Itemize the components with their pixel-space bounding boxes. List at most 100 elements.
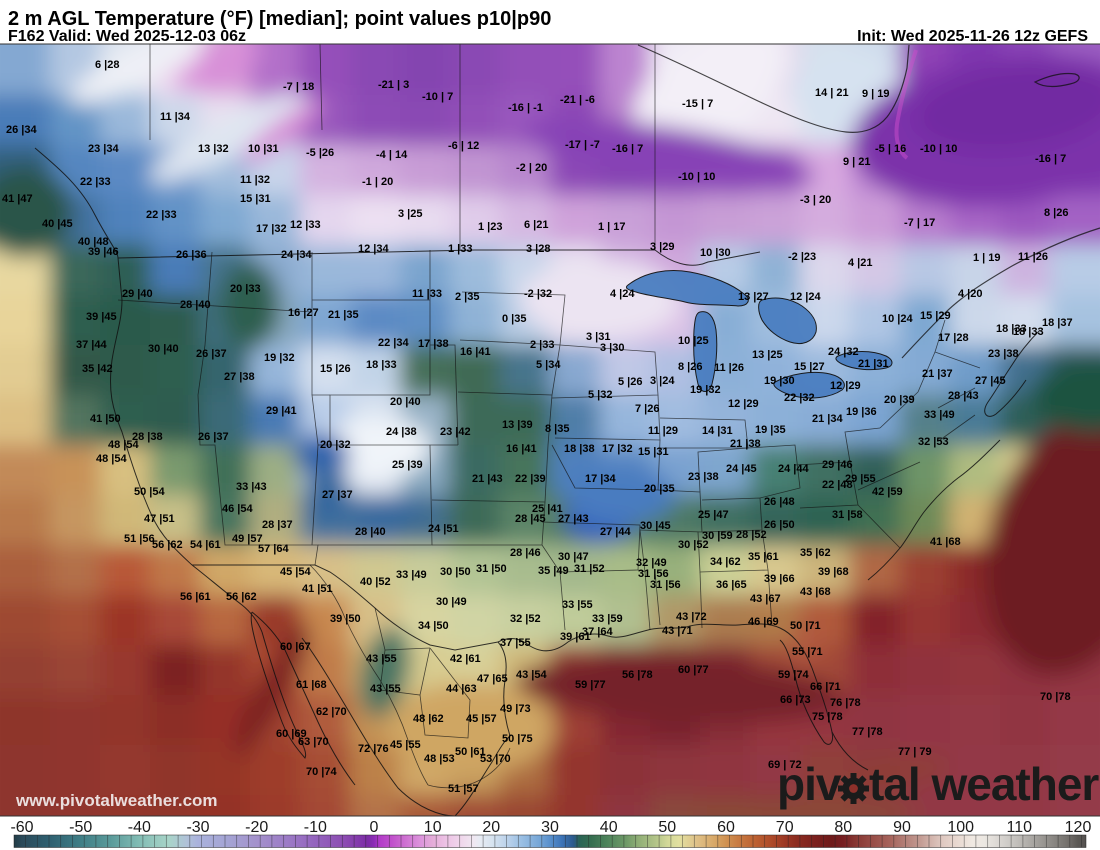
- svg-text:60 |67: 60 |67: [280, 641, 311, 653]
- svg-text:62 |70: 62 |70: [316, 706, 347, 718]
- svg-text:32 |53: 32 |53: [918, 436, 949, 448]
- svg-text:45 |55: 45 |55: [390, 739, 421, 751]
- svg-text:70: 70: [776, 819, 794, 836]
- svg-text:46 |69: 46 |69: [748, 616, 779, 628]
- svg-text:17 |32: 17 |32: [256, 223, 287, 235]
- svg-text:1 |33: 1 |33: [448, 243, 473, 255]
- svg-text:22 |39: 22 |39: [515, 473, 546, 485]
- svg-text:30: 30: [541, 819, 559, 836]
- svg-text:27 |43: 27 |43: [558, 513, 589, 525]
- svg-text:36 |65: 36 |65: [716, 579, 747, 591]
- svg-text:16 |27: 16 |27: [288, 307, 319, 319]
- svg-text:11 |33: 11 |33: [412, 288, 442, 300]
- svg-text:0: 0: [370, 819, 379, 836]
- svg-text:24 |45: 24 |45: [726, 463, 757, 475]
- svg-text:19 |32: 19 |32: [264, 352, 295, 364]
- svg-text:66 |73: 66 |73: [780, 694, 811, 706]
- svg-text:59 |77: 59 |77: [575, 679, 606, 691]
- svg-text:-16 | 7: -16 | 7: [1035, 153, 1066, 165]
- svg-text:45 |57: 45 |57: [466, 713, 497, 725]
- svg-text:-6 | 12: -6 | 12: [448, 140, 479, 152]
- svg-text:-10 | 10: -10 | 10: [920, 143, 957, 155]
- svg-text:50 |61: 50 |61: [455, 746, 486, 758]
- svg-text:39 |45: 39 |45: [86, 311, 117, 323]
- svg-text:-7 | 17: -7 | 17: [904, 217, 935, 229]
- svg-text:26 |48: 26 |48: [764, 496, 795, 508]
- svg-text:2 m AGL Temperature (°F) [medi: 2 m AGL Temperature (°F) [median]; point…: [8, 8, 551, 30]
- svg-text:47 |51: 47 |51: [144, 513, 175, 525]
- svg-text:77 | 79: 77 | 79: [898, 746, 932, 758]
- svg-text:48 |62: 48 |62: [413, 713, 444, 725]
- svg-text:8 |26: 8 |26: [678, 361, 703, 373]
- svg-text:21 |35: 21 |35: [328, 309, 359, 321]
- svg-text:60: 60: [717, 819, 735, 836]
- svg-text:41 |47: 41 |47: [2, 193, 33, 205]
- svg-text:11 |34: 11 |34: [160, 111, 191, 123]
- svg-text:35 |61: 35 |61: [748, 551, 779, 563]
- svg-text:22 |33: 22 |33: [80, 176, 111, 188]
- svg-text:39 |61: 39 |61: [560, 631, 591, 643]
- svg-text:51 |56: 51 |56: [124, 533, 155, 545]
- svg-text:19 |35: 19 |35: [755, 424, 786, 436]
- svg-text:39 |50: 39 |50: [330, 613, 361, 625]
- svg-text:29 |41: 29 |41: [266, 405, 297, 417]
- svg-text:24 |38: 24 |38: [386, 426, 417, 438]
- svg-text:20 |33: 20 |33: [230, 283, 261, 295]
- svg-text:25 |47: 25 |47: [698, 509, 729, 521]
- svg-text:3 |24: 3 |24: [650, 375, 675, 387]
- svg-text:66 |71: 66 |71: [810, 681, 841, 693]
- svg-text:24 |32: 24 |32: [828, 346, 859, 358]
- svg-text:45 |54: 45 |54: [280, 566, 311, 578]
- svg-text:56 |62: 56 |62: [226, 591, 257, 603]
- svg-text:40 |52: 40 |52: [360, 576, 391, 588]
- svg-text:43 |67: 43 |67: [750, 593, 781, 605]
- svg-text:50 |54: 50 |54: [134, 486, 165, 498]
- svg-text:Init: Wed 2025-11-26 12z GEFS: Init: Wed 2025-11-26 12z GEFS: [857, 28, 1088, 45]
- svg-text:-1 | 20: -1 | 20: [362, 176, 393, 188]
- svg-text:26 |36: 26 |36: [176, 249, 207, 261]
- svg-text:37 |55: 37 |55: [500, 637, 531, 649]
- svg-text:28 |43: 28 |43: [948, 390, 979, 402]
- svg-text:21 |37: 21 |37: [922, 368, 953, 380]
- svg-text:30 |40: 30 |40: [148, 343, 179, 355]
- svg-text:70 |78: 70 |78: [1040, 691, 1071, 703]
- svg-text:7 |26: 7 |26: [635, 403, 660, 415]
- svg-text:33 |43: 33 |43: [236, 481, 267, 493]
- svg-text:59 |74: 59 |74: [778, 669, 809, 681]
- svg-text:28 |38: 28 |38: [132, 431, 163, 443]
- svg-text:29 |40: 29 |40: [122, 288, 153, 300]
- svg-text:13 |32: 13 |32: [198, 143, 229, 155]
- svg-text:29 |55: 29 |55: [845, 473, 876, 485]
- svg-text:19 |36: 19 |36: [846, 406, 877, 418]
- svg-text:12 |29: 12 |29: [728, 398, 759, 410]
- svg-text:12 |33: 12 |33: [290, 219, 321, 231]
- svg-text:21 |34: 21 |34: [812, 413, 843, 425]
- svg-text:3 |25: 3 |25: [398, 208, 423, 220]
- svg-text:8 |35: 8 |35: [545, 423, 570, 435]
- svg-text:56 |78: 56 |78: [622, 669, 653, 681]
- svg-text:21 |31: 21 |31: [858, 358, 889, 370]
- svg-text:28 |52: 28 |52: [736, 529, 767, 541]
- svg-text:70 |74: 70 |74: [306, 766, 337, 778]
- svg-text:www.pivotalweather.com: www.pivotalweather.com: [15, 791, 218, 810]
- svg-text:12 |34: 12 |34: [358, 243, 389, 255]
- svg-text:5 |34: 5 |34: [536, 359, 561, 371]
- svg-text:6 |21: 6 |21: [524, 219, 549, 231]
- svg-text:30 |59: 30 |59: [702, 530, 733, 542]
- svg-text:15 |29: 15 |29: [920, 310, 951, 322]
- svg-text:19 |32: 19 |32: [690, 384, 721, 396]
- svg-text:29 |46: 29 |46: [822, 459, 853, 471]
- svg-text:-17 | -7: -17 | -7: [565, 139, 600, 151]
- svg-text:46 |54: 46 |54: [222, 503, 253, 515]
- svg-text:42 |61: 42 |61: [450, 653, 481, 665]
- svg-text:33 |55: 33 |55: [562, 599, 593, 611]
- svg-text:53 |70: 53 |70: [480, 753, 511, 765]
- svg-text:33 |49: 33 |49: [396, 569, 427, 581]
- svg-text:23 |42: 23 |42: [440, 426, 471, 438]
- svg-text:1 |23: 1 |23: [478, 221, 503, 233]
- svg-text:90: 90: [893, 819, 911, 836]
- svg-text:18 |37: 18 |37: [1042, 317, 1073, 329]
- svg-text:35 |42: 35 |42: [82, 363, 113, 375]
- svg-text:-15 | 7: -15 | 7: [682, 98, 713, 110]
- svg-text:11 |26: 11 |26: [714, 362, 744, 374]
